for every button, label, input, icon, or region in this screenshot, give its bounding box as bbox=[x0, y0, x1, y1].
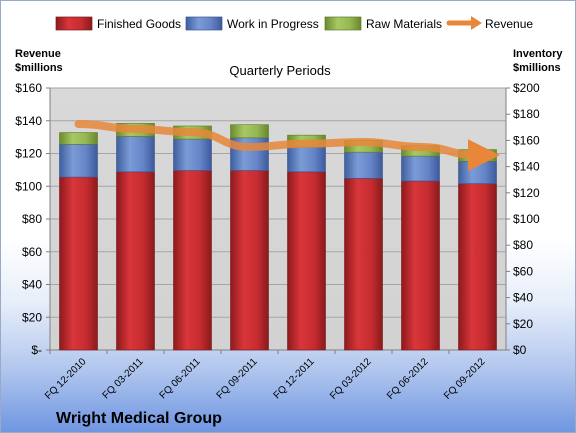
bar-work-in-progress bbox=[173, 138, 212, 171]
bar-finished-goods bbox=[458, 183, 497, 351]
legend-label-work-in-progress: Work in Progress bbox=[227, 17, 319, 31]
right-tick-label: $0 bbox=[513, 343, 527, 357]
right-tick-label: $160 bbox=[513, 133, 540, 147]
bar-finished-goods bbox=[401, 180, 440, 351]
bar-work-in-progress bbox=[116, 136, 155, 173]
right-axis-ticks: $0 $20 $40 $60 $80 $100 $120 $140 $160 $180 $200 bbox=[513, 81, 540, 357]
bar-work-in-progress bbox=[344, 151, 383, 179]
bar-finished-goods bbox=[287, 171, 326, 351]
bar-finished-goods bbox=[230, 170, 269, 351]
right-tick-label: $40 bbox=[513, 291, 533, 305]
left-tick-label: $100 bbox=[15, 179, 42, 193]
legend-arrow-revenue bbox=[471, 16, 482, 30]
revenue-line bbox=[74, 120, 500, 172]
bar-work-in-progress bbox=[458, 161, 497, 184]
x-tick-label: FQ 06-2012 bbox=[385, 356, 431, 402]
left-tick-label: $80 bbox=[22, 212, 42, 226]
left-tick-label: $60 bbox=[22, 245, 42, 259]
bar-work-in-progress bbox=[59, 144, 98, 178]
bar-work-in-progress bbox=[287, 146, 326, 173]
left-tick-label: $- bbox=[31, 343, 42, 357]
legend-label-raw-materials: Raw Materials bbox=[366, 17, 442, 31]
right-tick-label: $200 bbox=[513, 81, 540, 95]
legend-label-finished-goods: Finished Goods bbox=[97, 17, 181, 31]
bar-finished-goods bbox=[173, 170, 212, 351]
x-tick-label: FQ 12-2010 bbox=[43, 356, 89, 402]
chart-title: Quarterly Periods bbox=[229, 63, 331, 78]
right-tick-label: $140 bbox=[513, 160, 540, 174]
left-axis-ticks: $- $20 $40 $60 $80 $100 $120 $140 $160 bbox=[15, 81, 42, 357]
legend: Finished Goods Work in Progress Raw Mate… bbox=[55, 16, 533, 31]
revenue-line-path bbox=[74, 120, 500, 172]
legend-swatch-raw-materials bbox=[324, 16, 362, 31]
x-tick-label: FQ 09-2012 bbox=[442, 356, 488, 402]
x-axis-ticks: FQ 12-2010 FQ 03-2011 FQ 06-2011 FQ 09-2011… bbox=[43, 356, 488, 402]
bar-raw-materials bbox=[230, 124, 269, 139]
x-tick-label: FQ 12-2011 bbox=[272, 356, 317, 401]
legend-swatch-finished-goods bbox=[55, 16, 93, 31]
right-tick-label: $20 bbox=[513, 317, 533, 331]
right-axis-label-line2: $millions bbox=[513, 62, 561, 74]
bar-work-in-progress bbox=[401, 155, 440, 182]
right-axis-label-line1: Inventory bbox=[513, 48, 563, 60]
left-tick-label: $40 bbox=[22, 278, 42, 292]
left-tick-label: $20 bbox=[22, 310, 42, 324]
right-tick-label: $60 bbox=[513, 264, 533, 278]
left-tick-label: $160 bbox=[15, 81, 42, 95]
legend-swatch-work-in-progress bbox=[185, 16, 223, 31]
bar-finished-goods bbox=[116, 171, 155, 351]
x-tick-label: FQ 06-2011 bbox=[158, 356, 203, 401]
bar-finished-goods bbox=[59, 176, 98, 351]
company-name: Wright Medical Group bbox=[56, 410, 222, 427]
legend-label-revenue: Revenue bbox=[485, 17, 533, 31]
right-tick-label: $80 bbox=[513, 238, 533, 252]
left-tick-label: $120 bbox=[15, 147, 42, 161]
left-axis-label-line2: $millions bbox=[15, 62, 63, 74]
right-tick-label: $100 bbox=[513, 212, 540, 226]
left-tick-label: $140 bbox=[15, 114, 42, 128]
bar-raw-materials bbox=[59, 132, 98, 145]
left-axis-label-line1: Revenue bbox=[15, 48, 61, 60]
right-tick-label: $180 bbox=[513, 107, 540, 121]
bar-finished-goods bbox=[344, 178, 383, 351]
right-tick-label: $120 bbox=[513, 186, 540, 200]
x-tick-label: FQ 03-2011 bbox=[101, 356, 146, 401]
bars bbox=[59, 123, 497, 351]
x-tick-label: FQ 03-2012 bbox=[328, 356, 374, 402]
x-tick-label: FQ 09-2011 bbox=[215, 356, 260, 401]
